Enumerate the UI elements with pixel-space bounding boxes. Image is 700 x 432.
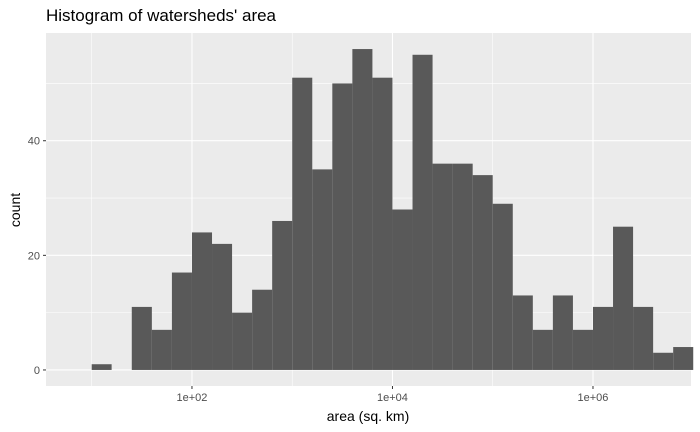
histogram-bar	[512, 295, 533, 370]
histogram-bar	[91, 364, 112, 370]
y-tick-label: 0	[34, 365, 40, 377]
y-tick-label: 40	[28, 136, 40, 148]
histogram-bars	[91, 49, 694, 370]
histogram-bar	[552, 295, 573, 370]
histogram-bar	[452, 163, 473, 370]
histogram-bar	[171, 272, 192, 370]
chart-title: Histogram of watersheds' area	[46, 6, 277, 25]
histogram-bar	[131, 306, 152, 370]
histogram-bar	[592, 306, 614, 370]
histogram-bar	[212, 243, 233, 370]
x-tick-label: 1e+02	[177, 392, 208, 404]
histogram-bar	[432, 163, 453, 370]
histogram-bar	[272, 220, 293, 370]
histogram-bar	[412, 54, 433, 370]
histogram-bar	[332, 83, 353, 370]
y-axis-title: count	[7, 193, 23, 227]
histogram-bar	[653, 352, 674, 370]
histogram-bar	[252, 289, 273, 370]
histogram-bar	[151, 329, 172, 370]
histogram-bar	[352, 49, 373, 370]
histogram-bar	[232, 312, 253, 370]
histogram-bar	[292, 77, 313, 370]
histogram-bar	[392, 209, 413, 370]
histogram-bar	[532, 329, 553, 370]
x-axis: 1e+02 1e+04 1e+06	[177, 386, 609, 404]
histogram-bar	[372, 77, 393, 370]
y-tick-label: 20	[28, 250, 40, 262]
x-axis-title: area (sq. km)	[327, 408, 409, 424]
histogram-bar	[492, 203, 513, 370]
y-axis: 0 20 40	[28, 136, 46, 377]
histogram-bar	[472, 175, 493, 370]
x-tick-label: 1e+04	[377, 392, 408, 404]
histogram-bar	[673, 347, 694, 370]
histogram-bar	[191, 232, 213, 370]
histogram-bar	[613, 226, 634, 370]
histogram-bar	[312, 169, 333, 370]
histogram-bar	[633, 306, 654, 370]
x-tick-label: 1e+06	[578, 392, 609, 404]
histogram-bar	[572, 329, 593, 370]
